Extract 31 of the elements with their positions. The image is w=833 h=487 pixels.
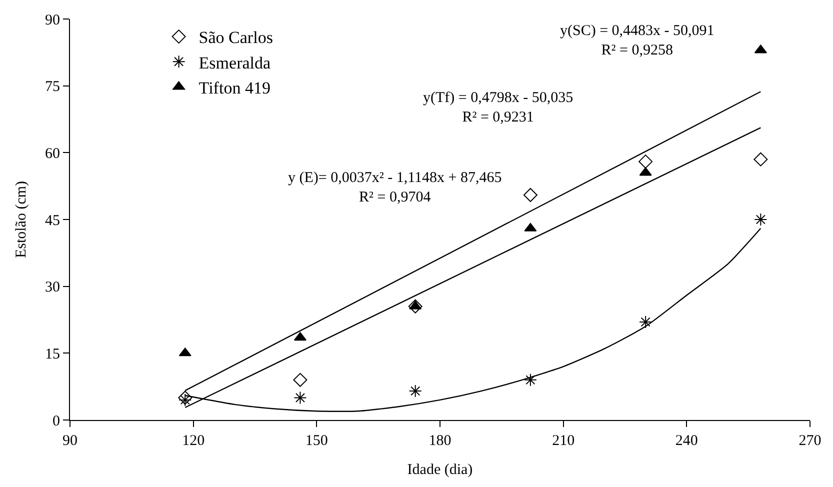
- x-tick-label: 180: [428, 433, 452, 449]
- y-tick-label: 90: [45, 12, 60, 28]
- y-tick-label: 60: [45, 146, 60, 162]
- x-axis-title: Idade (dia): [407, 462, 473, 478]
- y-tick-label: 0: [52, 413, 60, 430]
- legend-label: Esmeralda: [198, 53, 271, 72]
- point: [408, 299, 422, 314]
- point: [523, 188, 538, 202]
- annotation: y (E)= 0,0037x² - 1,1148x + 87,465 R² = 0,9704: [288, 170, 502, 206]
- legend-label: Tifton 419: [198, 78, 270, 98]
- y-axis-title: Estolão (cm): [13, 180, 30, 258]
- legend-label: São Carlos: [198, 28, 273, 48]
- point: [638, 154, 653, 169]
- x-tick-label: 90: [62, 433, 78, 449]
- y-tick-label: 15: [45, 346, 60, 362]
- y-tick-label: 45: [45, 212, 60, 229]
- point: [639, 315, 652, 328]
- x-tick-label: 240: [675, 433, 698, 449]
- x-tick-label: 270: [798, 433, 822, 449]
- y-tick-label: 75: [45, 79, 60, 96]
- x-tick-label: 210: [552, 433, 575, 449]
- annotation: y(SC) = 0,4483x - 50,091 R² = 0,9258: [560, 23, 714, 58]
- point: [524, 373, 537, 386]
- x-tick-label: 120: [182, 433, 205, 449]
- point: [294, 391, 307, 404]
- annotation: y(Tf) = 0,4798x - 50,035 R² = 0,9231: [423, 90, 574, 126]
- point: [754, 152, 768, 166]
- point: [408, 384, 422, 398]
- y-tick-label: 30: [45, 280, 60, 296]
- point: [293, 372, 308, 387]
- x-tick-label: 150: [305, 433, 328, 449]
